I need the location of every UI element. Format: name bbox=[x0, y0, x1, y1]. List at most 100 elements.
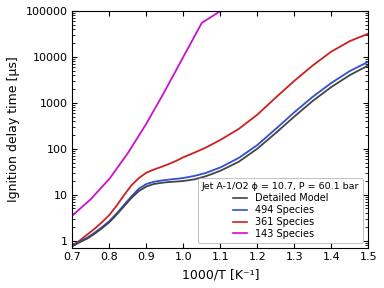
494 Species bbox=[329, 81, 334, 85]
Detailed Model bbox=[114, 213, 119, 216]
361 Species bbox=[99, 221, 104, 224]
143 Species bbox=[255, 10, 260, 13]
494 Species bbox=[181, 176, 185, 180]
494 Species bbox=[144, 182, 149, 186]
Detailed Model bbox=[237, 160, 241, 164]
361 Species bbox=[181, 156, 185, 159]
494 Species bbox=[159, 179, 164, 182]
361 Species bbox=[348, 39, 352, 43]
143 Species bbox=[310, 10, 315, 13]
143 Species bbox=[70, 214, 74, 217]
494 Species bbox=[70, 244, 74, 247]
361 Species bbox=[70, 244, 74, 247]
494 Species bbox=[92, 231, 97, 234]
143 Species bbox=[348, 10, 352, 13]
Legend: Detailed Model, 494 Species, 361 Species, 143 Species: Detailed Model, 494 Species, 361 Species… bbox=[198, 178, 363, 243]
143 Species bbox=[126, 151, 130, 155]
361 Species bbox=[203, 146, 208, 149]
361 Species bbox=[218, 138, 223, 142]
143 Species bbox=[181, 55, 185, 58]
143 Species bbox=[200, 21, 204, 24]
361 Species bbox=[174, 159, 178, 163]
Detailed Model bbox=[107, 221, 112, 224]
Detailed Model bbox=[137, 189, 141, 193]
494 Species bbox=[114, 212, 119, 215]
494 Species bbox=[78, 240, 82, 243]
361 Species bbox=[255, 113, 260, 116]
494 Species bbox=[255, 143, 260, 147]
143 Species bbox=[273, 10, 278, 13]
494 Species bbox=[203, 171, 208, 175]
494 Species bbox=[99, 226, 104, 229]
361 Species bbox=[137, 176, 141, 180]
361 Species bbox=[237, 127, 241, 131]
143 Species bbox=[292, 10, 296, 13]
143 Species bbox=[89, 197, 93, 201]
Detailed Model bbox=[151, 182, 156, 186]
X-axis label: 1000/T [K⁻¹]: 1000/T [K⁻¹] bbox=[182, 268, 259, 281]
494 Species bbox=[137, 187, 141, 190]
361 Species bbox=[310, 64, 315, 67]
143 Species bbox=[237, 10, 241, 13]
361 Species bbox=[144, 171, 149, 175]
Detailed Model bbox=[144, 185, 149, 188]
Detailed Model bbox=[70, 245, 74, 248]
361 Species bbox=[159, 165, 164, 169]
494 Species bbox=[85, 236, 89, 239]
Detailed Model bbox=[192, 178, 197, 181]
Detailed Model bbox=[310, 99, 315, 103]
361 Species bbox=[151, 168, 156, 171]
Line: 143 Species: 143 Species bbox=[72, 11, 368, 215]
Detailed Model bbox=[255, 147, 260, 150]
Detailed Model bbox=[273, 131, 278, 135]
494 Species bbox=[273, 127, 278, 131]
361 Species bbox=[114, 204, 119, 207]
Detailed Model bbox=[129, 196, 134, 200]
494 Species bbox=[122, 203, 126, 206]
Detailed Model bbox=[174, 180, 178, 183]
Y-axis label: Ignition delay time [μs]: Ignition delay time [μs] bbox=[7, 56, 20, 202]
494 Species bbox=[348, 69, 352, 73]
Detailed Model bbox=[85, 237, 89, 240]
361 Species bbox=[366, 32, 371, 35]
Detailed Model bbox=[92, 232, 97, 236]
143 Species bbox=[162, 89, 167, 93]
494 Species bbox=[166, 178, 171, 181]
361 Species bbox=[273, 96, 278, 99]
Detailed Model bbox=[166, 180, 171, 184]
494 Species bbox=[218, 166, 223, 169]
494 Species bbox=[192, 174, 197, 178]
Detailed Model bbox=[99, 227, 104, 230]
Detailed Model bbox=[181, 179, 185, 183]
494 Species bbox=[292, 111, 296, 114]
361 Species bbox=[122, 193, 126, 197]
Detailed Model bbox=[329, 85, 334, 89]
Detailed Model bbox=[292, 115, 296, 118]
361 Species bbox=[107, 213, 112, 217]
Detailed Model bbox=[366, 64, 371, 67]
361 Species bbox=[92, 227, 97, 230]
494 Species bbox=[237, 156, 241, 160]
361 Species bbox=[129, 183, 134, 187]
Line: Detailed Model: Detailed Model bbox=[72, 65, 368, 246]
494 Species bbox=[310, 95, 315, 98]
Detailed Model bbox=[218, 169, 223, 173]
494 Species bbox=[151, 180, 156, 183]
361 Species bbox=[85, 233, 89, 236]
143 Species bbox=[218, 10, 223, 13]
361 Species bbox=[292, 79, 296, 83]
494 Species bbox=[366, 60, 371, 64]
361 Species bbox=[166, 162, 171, 166]
Detailed Model bbox=[203, 175, 208, 178]
361 Species bbox=[192, 151, 197, 154]
143 Species bbox=[366, 10, 371, 13]
Detailed Model bbox=[159, 181, 164, 185]
494 Species bbox=[107, 219, 112, 223]
Line: 494 Species: 494 Species bbox=[72, 62, 368, 245]
361 Species bbox=[329, 50, 334, 53]
494 Species bbox=[174, 177, 178, 181]
143 Species bbox=[144, 122, 149, 126]
361 Species bbox=[78, 239, 82, 242]
143 Species bbox=[107, 177, 112, 181]
Detailed Model bbox=[348, 73, 352, 77]
